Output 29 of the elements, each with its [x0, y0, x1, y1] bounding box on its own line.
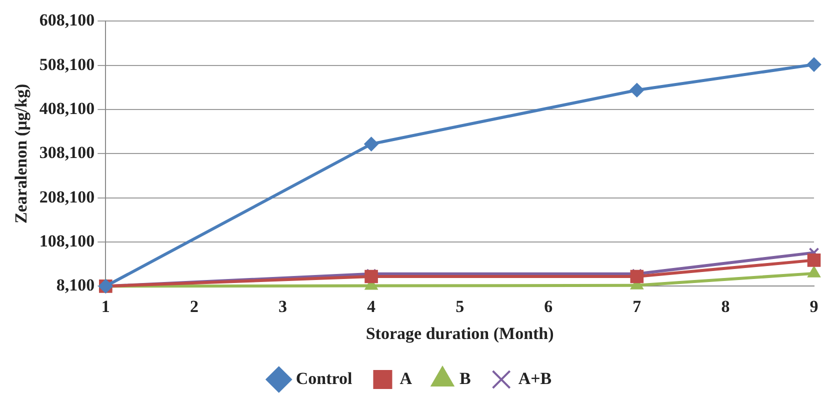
y-axis-title: Zearalenon (µg/kg)	[12, 84, 31, 224]
x-tick-label: 2	[190, 296, 198, 316]
point	[808, 266, 820, 278]
x-tick-label: 3	[278, 296, 287, 316]
point	[630, 83, 644, 98]
x-tick-label: 1	[101, 296, 110, 316]
y-tick-label: 208,100	[39, 187, 95, 206]
x-tick-label: 6	[544, 296, 553, 316]
point	[807, 58, 821, 72]
x-tick-label: 5	[456, 296, 464, 316]
y-tick-label: 608,100	[39, 10, 95, 30]
point	[364, 270, 378, 284]
x-tick-label: 8	[721, 296, 730, 316]
y-tick-label: 508,100	[39, 54, 95, 74]
y-tick-label: 108,100	[39, 231, 95, 250]
legend-label: B	[459, 368, 471, 388]
y-tick-label: 8,100	[56, 276, 95, 295]
x-tick-label: 9	[810, 296, 818, 316]
x-tick-label: 7	[632, 296, 642, 316]
x-axis-title: Storage duration (Month)	[366, 324, 554, 344]
x-tick-label: 4	[367, 296, 376, 316]
legend-label: A	[400, 368, 413, 388]
legend-label: A+B	[518, 368, 552, 388]
point	[364, 137, 378, 152]
y-tick-label: 408,100	[39, 98, 95, 118]
point	[807, 254, 821, 267]
point	[630, 270, 644, 284]
legend-label: Control	[296, 368, 352, 388]
y-tick-label: 308,100	[39, 143, 95, 162]
